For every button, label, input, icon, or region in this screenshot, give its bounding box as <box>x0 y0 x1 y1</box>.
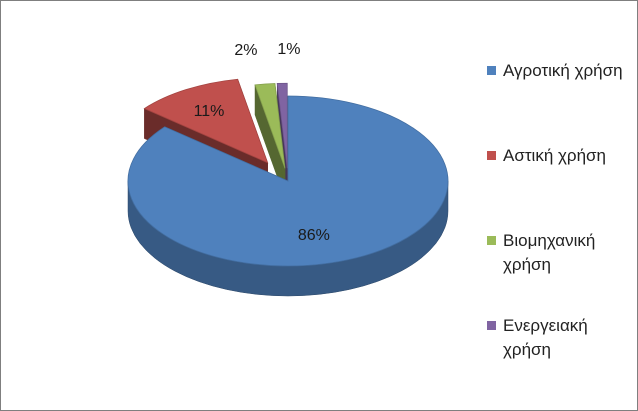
data-label-urban: 11% <box>194 103 225 120</box>
data-label-industrial: 2% <box>234 42 257 59</box>
legend-label-urban: Αστική χρήση <box>503 146 606 165</box>
pie-slice-agricultural <box>127 95 449 297</box>
legend-swatch-urban <box>487 151 496 160</box>
legend-swatch-agricultural <box>487 66 496 75</box>
legend-label-energy: Ενεργειακή χρήση <box>503 316 588 359</box>
legend-label-industrial: Βιομηχανική χρήση <box>503 231 596 274</box>
legend-swatch-industrial <box>487 236 496 245</box>
legend-swatch-energy <box>487 321 496 330</box>
data-label-agricultural: 86% <box>298 227 330 244</box>
data-label-energy: 1% <box>277 41 300 58</box>
legend-label-agricultural: Αγροτική χρήση <box>503 61 623 80</box>
